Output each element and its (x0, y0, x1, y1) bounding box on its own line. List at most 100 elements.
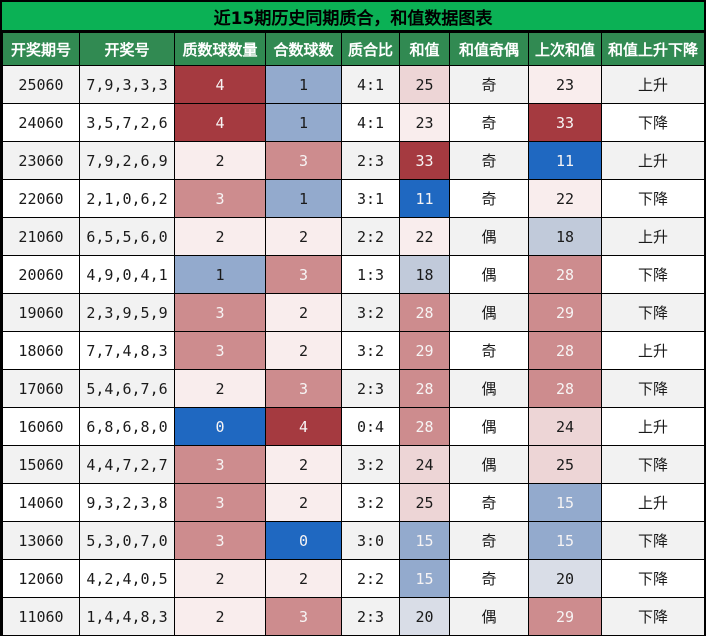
table-row: 22060 2,1,0,6,2 3 1 3:1 11 奇 22 下降 (2, 179, 705, 218)
cell-parity: 奇 (449, 521, 529, 560)
cell-parity: 偶 (449, 369, 529, 408)
cell-prev-sum: 33 (528, 103, 602, 142)
cell-sum: 29 (399, 331, 450, 370)
cell-prev-sum: 28 (528, 331, 602, 370)
col-header-sum: 和值 (399, 32, 450, 66)
table-row: 14060 9,3,2,3,8 3 2 3:2 25 奇 15 上升 (2, 483, 705, 522)
cell-numbers: 1,4,4,8,3 (79, 597, 175, 636)
table-row: 18060 7,7,4,8,3 3 2 3:2 29 奇 28 上升 (2, 331, 705, 370)
cell-numbers: 7,9,2,6,9 (79, 141, 175, 180)
cell-ratio: 0:4 (341, 407, 400, 446)
cell-prime-count: 2 (174, 217, 266, 256)
cell-prev-sum: 24 (528, 407, 602, 446)
table-row: 21060 6,5,5,6,0 2 2 2:2 22 偶 18 上升 (2, 217, 705, 256)
cell-trend: 上升 (601, 331, 705, 370)
cell-parity: 偶 (449, 407, 529, 446)
cell-ratio: 2:3 (341, 141, 400, 180)
cell-trend: 上升 (601, 217, 705, 256)
cell-sum: 28 (399, 369, 450, 408)
cell-period: 20060 (2, 255, 80, 294)
cell-trend: 上升 (601, 141, 705, 180)
cell-prime-count: 3 (174, 483, 266, 522)
cell-ratio: 3:1 (341, 179, 400, 218)
cell-parity: 奇 (449, 179, 529, 218)
table-body: 25060 7,9,3,3,3 4 1 4:1 25 奇 23 上升 24060… (2, 65, 705, 636)
cell-sum: 23 (399, 103, 450, 142)
cell-sum: 18 (399, 255, 450, 294)
cell-parity: 奇 (449, 103, 529, 142)
cell-trend: 下降 (601, 293, 705, 332)
cell-period: 12060 (2, 559, 80, 598)
col-header-prime-count: 质数球数量 (174, 32, 266, 66)
cell-period: 13060 (2, 521, 80, 560)
cell-numbers: 5,3,0,7,0 (79, 521, 175, 560)
cell-prev-sum: 20 (528, 559, 602, 598)
cell-sum: 15 (399, 559, 450, 598)
cell-parity: 偶 (449, 217, 529, 256)
cell-ratio: 3:2 (341, 483, 400, 522)
cell-composite-count: 4 (265, 407, 342, 446)
cell-ratio: 4:1 (341, 103, 400, 142)
cell-ratio: 3:0 (341, 521, 400, 560)
cell-prev-sum: 28 (528, 255, 602, 294)
cell-prime-count: 2 (174, 597, 266, 636)
cell-sum: 15 (399, 521, 450, 560)
cell-composite-count: 2 (265, 559, 342, 598)
cell-numbers: 3,5,7,2,6 (79, 103, 175, 142)
cell-trend: 上升 (601, 407, 705, 446)
col-header-trend: 和值上升下降 (601, 32, 705, 66)
cell-parity: 偶 (449, 445, 529, 484)
cell-numbers: 7,7,4,8,3 (79, 331, 175, 370)
table-row: 24060 3,5,7,2,6 4 1 4:1 23 奇 33 下降 (2, 103, 705, 142)
cell-period: 18060 (2, 331, 80, 370)
cell-parity: 奇 (449, 559, 529, 598)
cell-parity: 奇 (449, 483, 529, 522)
cell-period: 17060 (2, 369, 80, 408)
header-row: 开奖期号 开奖号 质数球数量 合数球数 质合比 和值 和值奇偶 上次和值 和值上… (2, 32, 705, 66)
cell-numbers: 4,2,4,0,5 (79, 559, 175, 598)
cell-composite-count: 1 (265, 103, 342, 142)
cell-numbers: 2,3,9,5,9 (79, 293, 175, 332)
cell-trend: 下降 (601, 597, 705, 636)
cell-prev-sum: 28 (528, 369, 602, 408)
cell-sum: 11 (399, 179, 450, 218)
cell-prime-count: 0 (174, 407, 266, 446)
cell-period: 11060 (2, 597, 80, 636)
cell-prime-count: 3 (174, 293, 266, 332)
table-row: 25060 7,9,3,3,3 4 1 4:1 25 奇 23 上升 (2, 65, 705, 104)
data-table: 开奖期号 开奖号 质数球数量 合数球数 质合比 和值 和值奇偶 上次和值 和值上… (2, 32, 705, 636)
cell-sum: 24 (399, 445, 450, 484)
cell-composite-count: 3 (265, 141, 342, 180)
cell-composite-count: 2 (265, 483, 342, 522)
cell-ratio: 3:2 (341, 331, 400, 370)
cell-ratio: 2:3 (341, 369, 400, 408)
cell-sum: 22 (399, 217, 450, 256)
cell-trend: 下降 (601, 103, 705, 142)
cell-parity: 偶 (449, 255, 529, 294)
cell-numbers: 5,4,6,7,6 (79, 369, 175, 408)
cell-period: 22060 (2, 179, 80, 218)
cell-period: 19060 (2, 293, 80, 332)
cell-prev-sum: 29 (528, 293, 602, 332)
cell-prev-sum: 29 (528, 597, 602, 636)
cell-trend: 上升 (601, 65, 705, 104)
col-header-period: 开奖期号 (2, 32, 80, 66)
cell-composite-count: 2 (265, 445, 342, 484)
cell-numbers: 9,3,2,3,8 (79, 483, 175, 522)
cell-composite-count: 3 (265, 369, 342, 408)
cell-prime-count: 3 (174, 179, 266, 218)
cell-numbers: 4,9,0,4,1 (79, 255, 175, 294)
cell-parity: 偶 (449, 293, 529, 332)
cell-trend: 下降 (601, 255, 705, 294)
cell-prime-count: 3 (174, 445, 266, 484)
table-row: 17060 5,4,6,7,6 2 3 2:3 28 偶 28 下降 (2, 369, 705, 408)
col-header-ratio: 质合比 (341, 32, 400, 66)
cell-trend: 下降 (601, 521, 705, 560)
cell-sum: 25 (399, 483, 450, 522)
cell-trend: 上升 (601, 483, 705, 522)
cell-ratio: 2:3 (341, 597, 400, 636)
cell-prev-sum: 18 (528, 217, 602, 256)
cell-trend: 下降 (601, 179, 705, 218)
cell-period: 15060 (2, 445, 80, 484)
cell-sum: 25 (399, 65, 450, 104)
